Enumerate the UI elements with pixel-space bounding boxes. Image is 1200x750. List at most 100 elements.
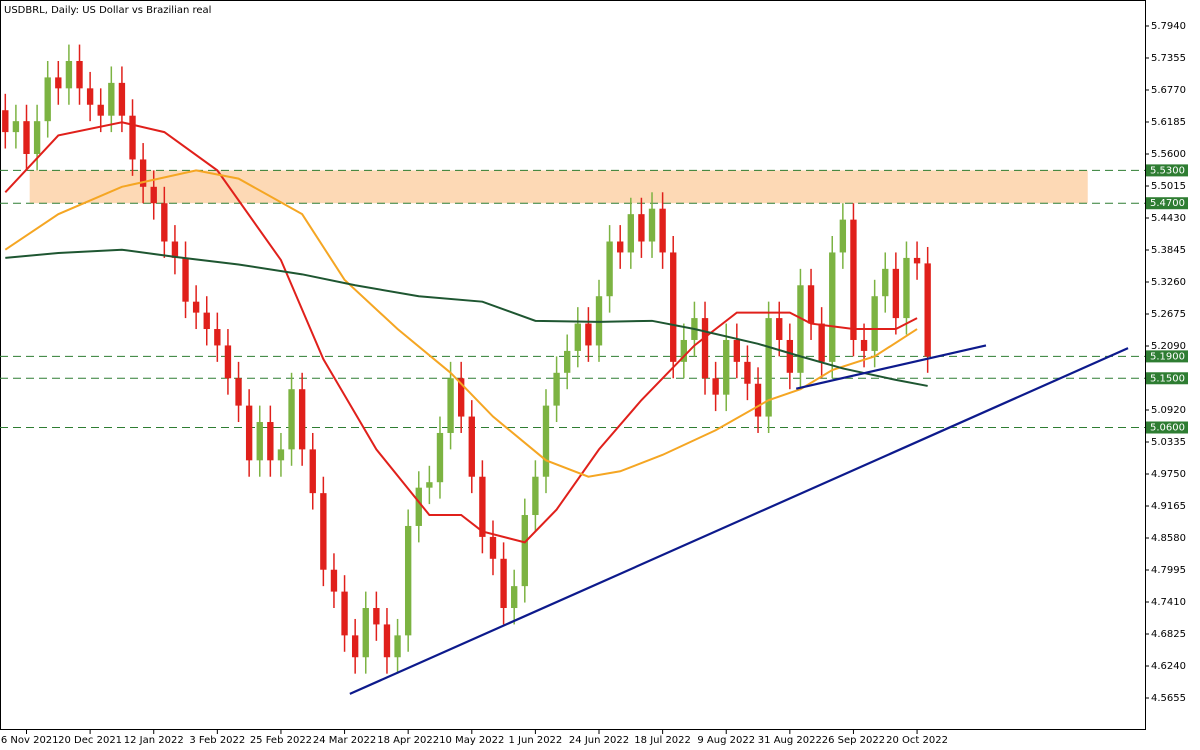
x-tick-label: 26 Sep 2022 xyxy=(822,735,885,746)
x-tick-label: 12 Jan 2022 xyxy=(124,735,184,746)
candle-body xyxy=(701,318,709,379)
candle-body xyxy=(786,339,794,373)
candle-body xyxy=(458,378,465,417)
candle-body xyxy=(829,252,836,362)
x-tick-label: 24 Mar 2022 xyxy=(313,735,376,746)
candle-body xyxy=(712,378,719,395)
x-tick-label: 24 Jun 2022 xyxy=(569,735,629,746)
candle-body xyxy=(298,389,306,450)
candle-body xyxy=(860,339,868,351)
y-tick-label: 5.0920 xyxy=(1151,405,1186,416)
candle-body xyxy=(754,383,762,417)
candle-body xyxy=(23,121,30,154)
candle-body xyxy=(468,416,475,477)
x-tick-label: 18 Jul 2022 xyxy=(634,735,691,746)
candle-body xyxy=(12,121,20,133)
candle-body xyxy=(118,82,126,116)
x-tick-label: 31 Aug 2022 xyxy=(758,735,822,746)
candle-body xyxy=(521,515,528,587)
x-tick-label: 25 Feb 2022 xyxy=(250,735,312,746)
candle-body xyxy=(245,405,253,461)
candle-body xyxy=(76,60,83,89)
candle-body xyxy=(203,312,210,330)
candle-body xyxy=(489,536,497,559)
level-label: 5.0600 xyxy=(1150,422,1185,433)
level-label: 5.4700 xyxy=(1150,198,1185,209)
candle-body xyxy=(638,214,645,242)
candle-body xyxy=(595,296,603,346)
y-tick-label: 4.9165 xyxy=(1151,501,1186,512)
candle-body xyxy=(320,493,327,570)
y-tick-label: 5.2675 xyxy=(1151,309,1186,320)
candle-body xyxy=(97,104,104,116)
candle-body xyxy=(436,432,444,483)
candle-body xyxy=(585,323,592,346)
trend-line xyxy=(349,347,1129,695)
y-tick-label: 5.7940 xyxy=(1151,21,1186,32)
candle-body xyxy=(129,115,136,160)
candle-body xyxy=(351,635,359,658)
candle-body xyxy=(288,389,295,450)
candle-body xyxy=(797,285,804,373)
candle-body xyxy=(86,88,94,105)
y-tick-label: 4.7410 xyxy=(1151,597,1186,608)
y-tick-label: 4.5655 xyxy=(1151,693,1186,704)
level-label-box xyxy=(1146,164,1188,177)
candle-body xyxy=(648,208,656,242)
y-tick-label: 5.0335 xyxy=(1151,437,1186,448)
candle-body xyxy=(479,476,486,537)
level-label: 5.1500 xyxy=(1150,373,1185,384)
y-tick-label: 5.3845 xyxy=(1151,245,1186,256)
candle-body xyxy=(670,252,677,362)
candle-body xyxy=(362,608,369,658)
candle-body xyxy=(818,323,825,362)
candle-body xyxy=(2,110,9,133)
candle-body xyxy=(341,591,348,636)
candle-body xyxy=(776,318,783,340)
y-tick-label: 5.4430 xyxy=(1151,213,1186,224)
candle-body xyxy=(733,339,741,362)
candle-body xyxy=(150,186,157,204)
candle-body xyxy=(330,569,338,592)
y-tick-label: 5.5600 xyxy=(1151,149,1186,160)
plot-frame xyxy=(0,0,1146,730)
trend-line xyxy=(795,344,987,390)
resistance-zone xyxy=(29,170,1088,204)
candle-body xyxy=(161,203,168,242)
x-tick-label: 26 Nov 2021 xyxy=(0,735,59,746)
candle-body xyxy=(871,296,878,351)
candle-body xyxy=(574,323,581,351)
candle-body xyxy=(426,482,433,488)
candle-body xyxy=(267,422,274,461)
level-label: 5.5300 xyxy=(1150,165,1185,176)
y-tick-label: 4.7995 xyxy=(1151,565,1186,576)
level-label-box xyxy=(1146,372,1188,385)
candle-body xyxy=(256,422,263,461)
candle-body xyxy=(55,77,62,89)
candle-body xyxy=(564,350,571,373)
candle-body xyxy=(235,378,242,406)
candle-body xyxy=(139,159,147,187)
level-label-box xyxy=(1146,197,1188,210)
moving-average xyxy=(4,169,918,478)
y-tick-label: 5.5015 xyxy=(1151,181,1186,192)
candle-body xyxy=(903,257,910,319)
candle-body xyxy=(553,372,560,406)
candle-body xyxy=(182,257,189,302)
candle-body xyxy=(44,77,51,122)
moving-average xyxy=(4,121,918,544)
y-tick-label: 5.2090 xyxy=(1151,341,1186,352)
candle-body xyxy=(850,219,857,340)
candle-body xyxy=(277,449,285,461)
y-tick-label: 5.3260 xyxy=(1151,277,1186,288)
y-tick-label: 4.9750 xyxy=(1151,469,1186,480)
candle-body xyxy=(532,476,539,516)
candle-body xyxy=(383,624,391,658)
y-tick-label: 5.7355 xyxy=(1151,53,1186,64)
candle-body xyxy=(415,487,422,526)
candle-body xyxy=(680,339,687,362)
candle-body xyxy=(882,268,889,297)
candle-body xyxy=(839,219,847,253)
level-label: 5.1900 xyxy=(1150,351,1185,362)
